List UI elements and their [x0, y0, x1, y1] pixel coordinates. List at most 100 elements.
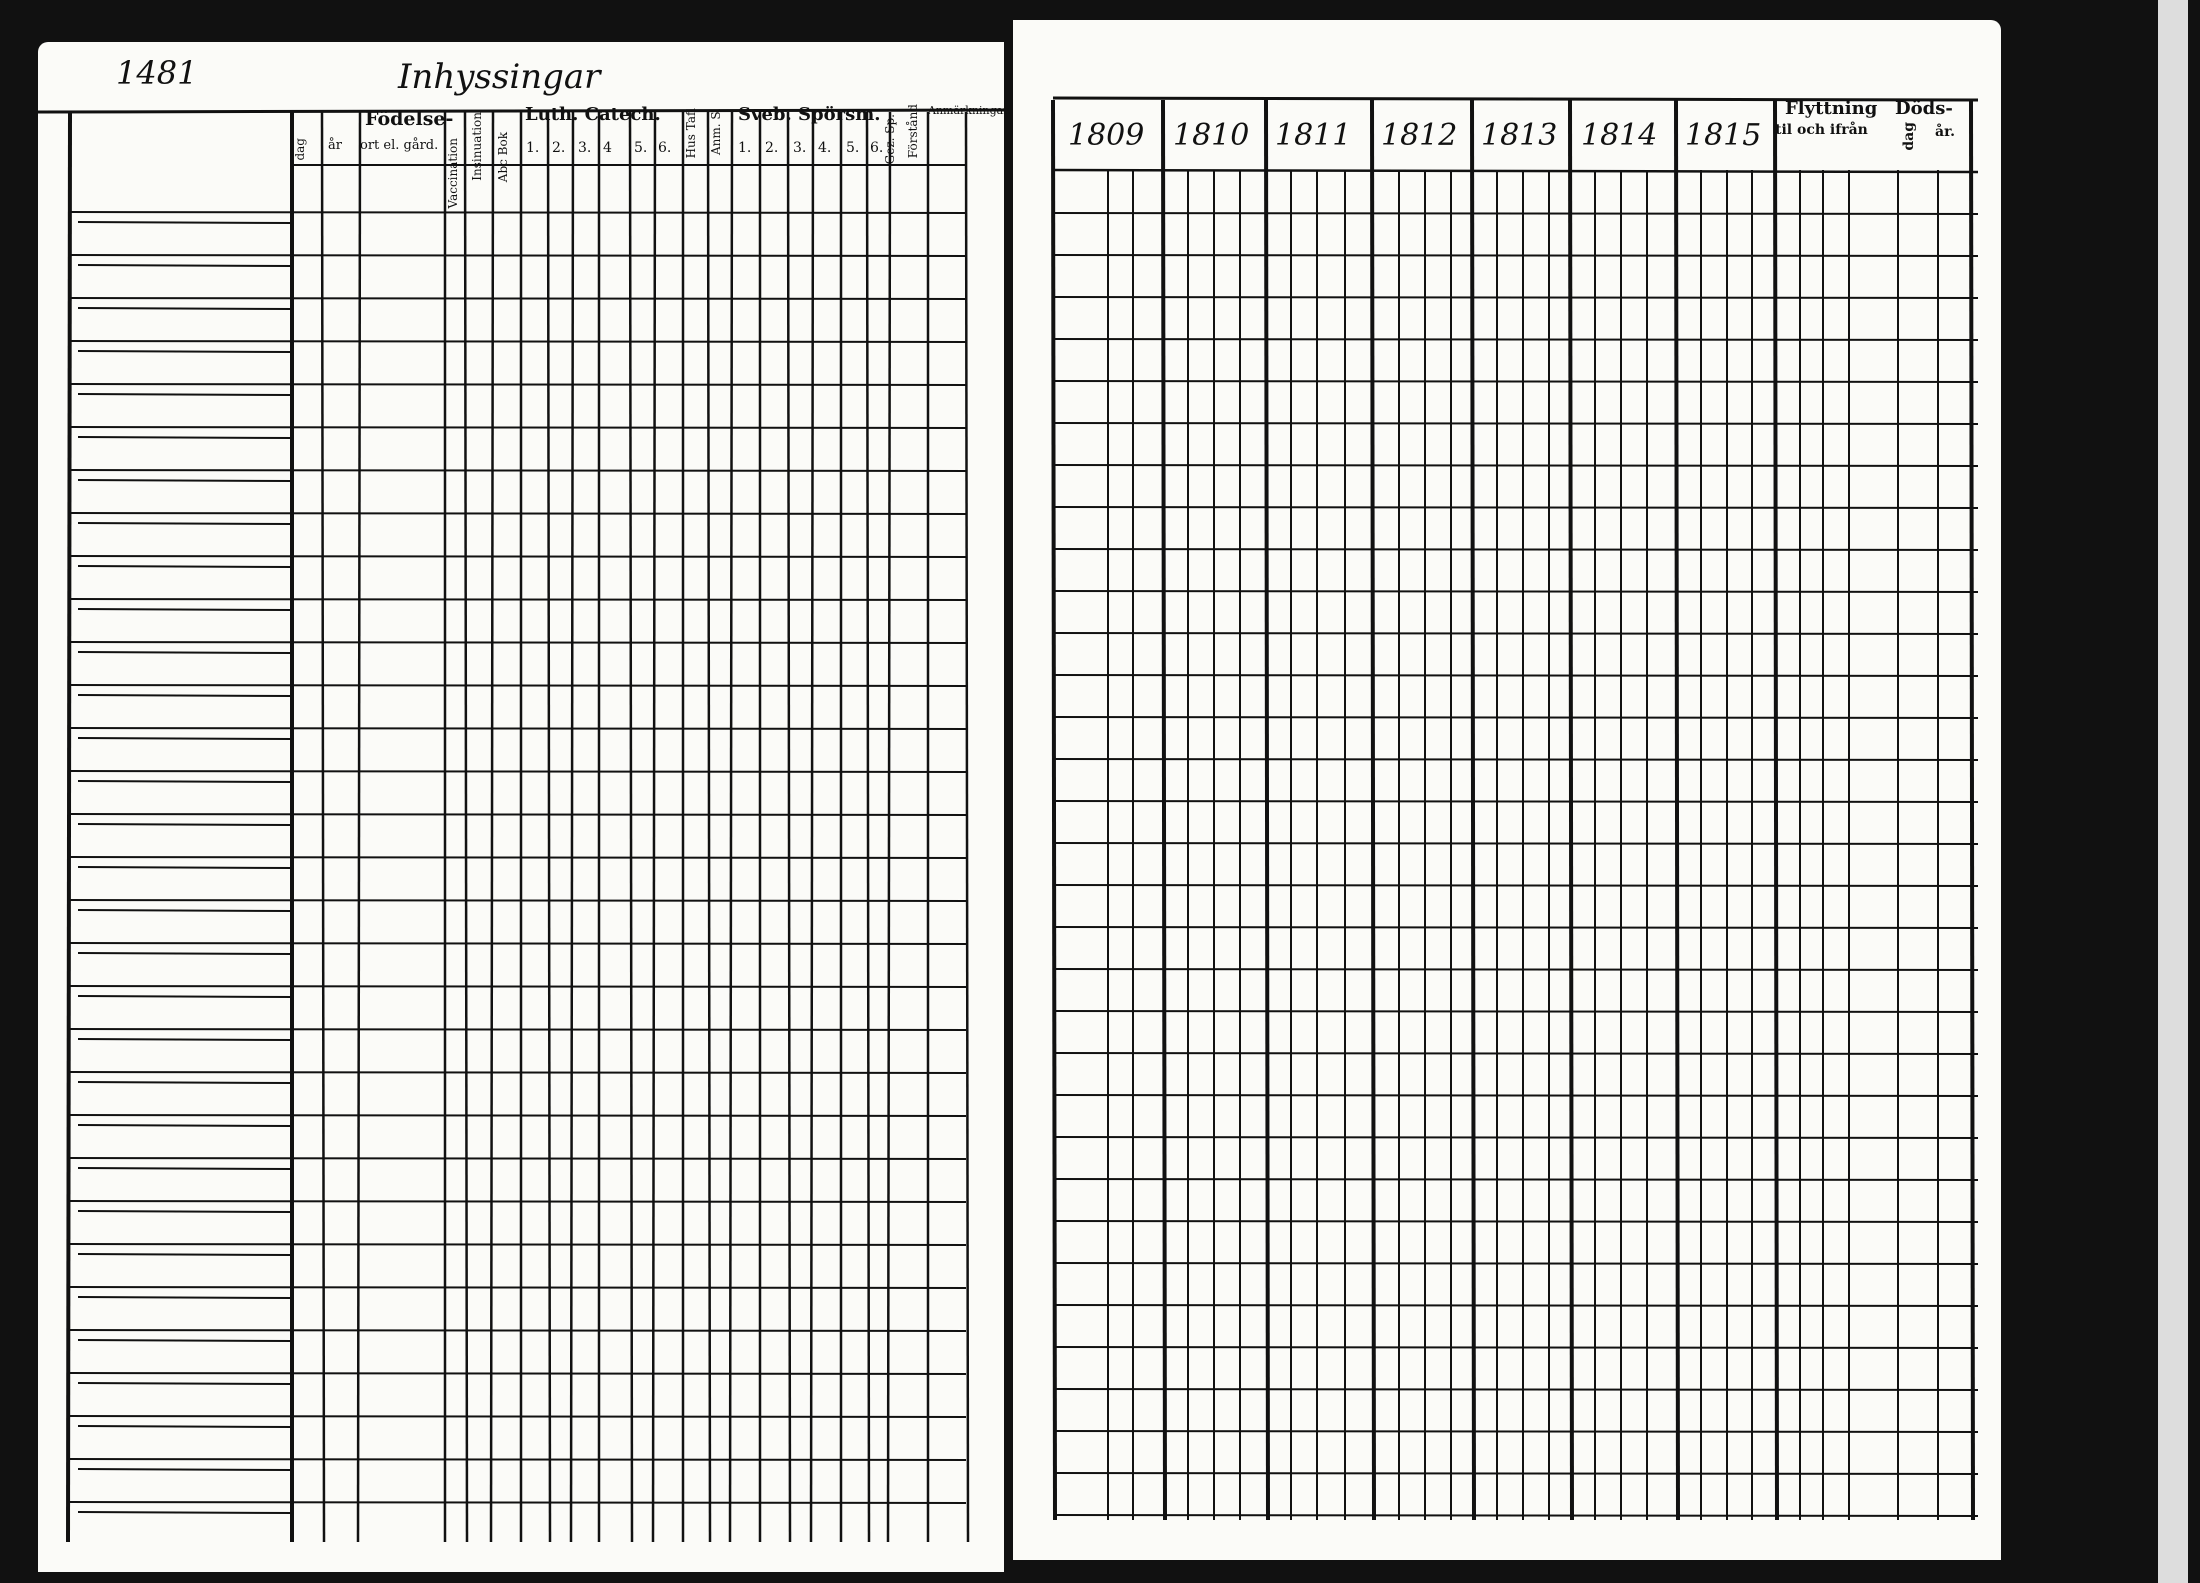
row-rule	[69, 340, 967, 343]
top-rule	[1052, 96, 1979, 102]
row-rule	[1052, 590, 1979, 593]
row-rule	[69, 469, 967, 472]
header-forstand: Förstånd	[906, 104, 920, 159]
subheader-number: 5.	[634, 140, 648, 156]
name-row-rule	[77, 522, 293, 525]
year-column-rule	[1051, 99, 1057, 1521]
year-header-1814: 1814	[1581, 118, 1658, 153]
row-rule	[69, 383, 967, 386]
scanner-edge	[2158, 0, 2188, 1583]
year-column-rule	[1674, 99, 1680, 1521]
header-dods: Döds-	[1895, 98, 1953, 119]
subheader-number: 4	[603, 140, 612, 156]
year-header-1809: 1809	[1068, 118, 1145, 153]
column-rule	[728, 111, 734, 1543]
row-rule	[1052, 800, 1979, 803]
row-rule	[1052, 926, 1979, 929]
name-row-rule	[77, 221, 293, 224]
name-row-rule	[77, 1296, 293, 1299]
row-rule	[69, 1501, 967, 1504]
name-row-rule	[77, 1382, 293, 1385]
row-rule	[1052, 674, 1979, 677]
row-rule	[69, 641, 967, 644]
subheader-number: 6.	[658, 140, 672, 156]
row-rule	[1052, 1220, 1979, 1223]
subheader-number: 2.	[765, 140, 779, 156]
header-hus-tafl: Hus Tafl	[684, 108, 698, 159]
header-ort: ort el. gård.	[360, 138, 439, 153]
subheader-number: 1.	[738, 140, 752, 156]
name-row-rule	[77, 393, 293, 396]
header-vaccination: Vaccination	[446, 138, 460, 209]
year-header-1813: 1813	[1481, 118, 1558, 153]
header-luth-catech: Luth. Catech.	[525, 104, 661, 125]
column-rule	[651, 111, 657, 1543]
column-rule	[463, 111, 469, 1543]
column-rule	[964, 111, 970, 1543]
row-rule	[1052, 1262, 1979, 1265]
subheader-number: 2.	[552, 140, 566, 156]
row-rule	[69, 1243, 967, 1246]
year-column-rule	[1470, 99, 1476, 1521]
row-rule	[69, 1157, 967, 1160]
row-rule	[1052, 758, 1979, 761]
name-row-rule	[77, 995, 293, 998]
left-grid	[38, 108, 1004, 1543]
name-row-rule	[77, 1081, 293, 1084]
name-row-rule	[77, 866, 293, 869]
row-rule	[69, 1329, 967, 1332]
row-rule	[69, 426, 967, 429]
year-column-rule	[1370, 99, 1376, 1521]
name-row-rule	[77, 1253, 293, 1256]
row-rule	[1052, 380, 1979, 383]
row-rule	[69, 1458, 967, 1461]
column-rule	[809, 111, 815, 1543]
name-row-rule	[77, 1425, 293, 1428]
row-rule	[69, 1071, 967, 1074]
subheader-number: 3.	[793, 140, 807, 156]
header-ar: år	[328, 138, 342, 153]
row-rule	[1052, 1010, 1979, 1013]
name-row-rule	[77, 694, 293, 697]
header-dods-dag: dag	[1901, 122, 1917, 151]
year-header-1815: 1815	[1685, 118, 1762, 153]
row-rule	[69, 211, 967, 214]
name-row-rule	[77, 307, 293, 310]
column-rule	[865, 111, 871, 1543]
header-flyttning: Flyttning	[1785, 98, 1878, 119]
header-insinuation: Insinuation	[470, 112, 484, 181]
year-header-1811: 1811	[1275, 118, 1352, 153]
year-column-rule	[1969, 99, 1975, 1521]
name-row-rule	[77, 1511, 293, 1514]
name-row-rule	[77, 952, 293, 955]
row-rule	[69, 254, 967, 257]
header-anm: Anm. S.	[709, 108, 723, 156]
row-rule	[69, 942, 967, 945]
header-fodelse: Födelse-	[365, 108, 454, 130]
row-rule	[1052, 464, 1979, 467]
header-anmarkningar: Anmärkningar.	[928, 104, 1011, 117]
row-rule	[1052, 1388, 1979, 1391]
year-column-rule	[1264, 99, 1270, 1521]
name-row-rule	[77, 909, 293, 912]
name-row-rule	[77, 1124, 293, 1127]
row-rule	[1052, 422, 1979, 425]
row-rule	[69, 1200, 967, 1203]
name-row-rule	[77, 1167, 293, 1170]
name-row-rule	[77, 1339, 293, 1342]
page-number: 1481	[116, 54, 198, 92]
name-row-rule	[77, 264, 293, 267]
row-rule	[69, 1286, 967, 1289]
column-rule	[320, 111, 326, 1543]
row-rule	[69, 512, 967, 515]
column-rule	[569, 111, 575, 1543]
row-rule	[1052, 296, 1979, 299]
row-rule	[1052, 716, 1979, 719]
row-rule	[69, 1114, 967, 1117]
name-row-rule	[77, 350, 293, 353]
row-rule	[1052, 548, 1979, 551]
name-row-rule	[77, 608, 293, 611]
year-header-1810: 1810	[1173, 118, 1250, 153]
name-row-rule	[77, 1210, 293, 1213]
row-rule	[69, 770, 967, 773]
